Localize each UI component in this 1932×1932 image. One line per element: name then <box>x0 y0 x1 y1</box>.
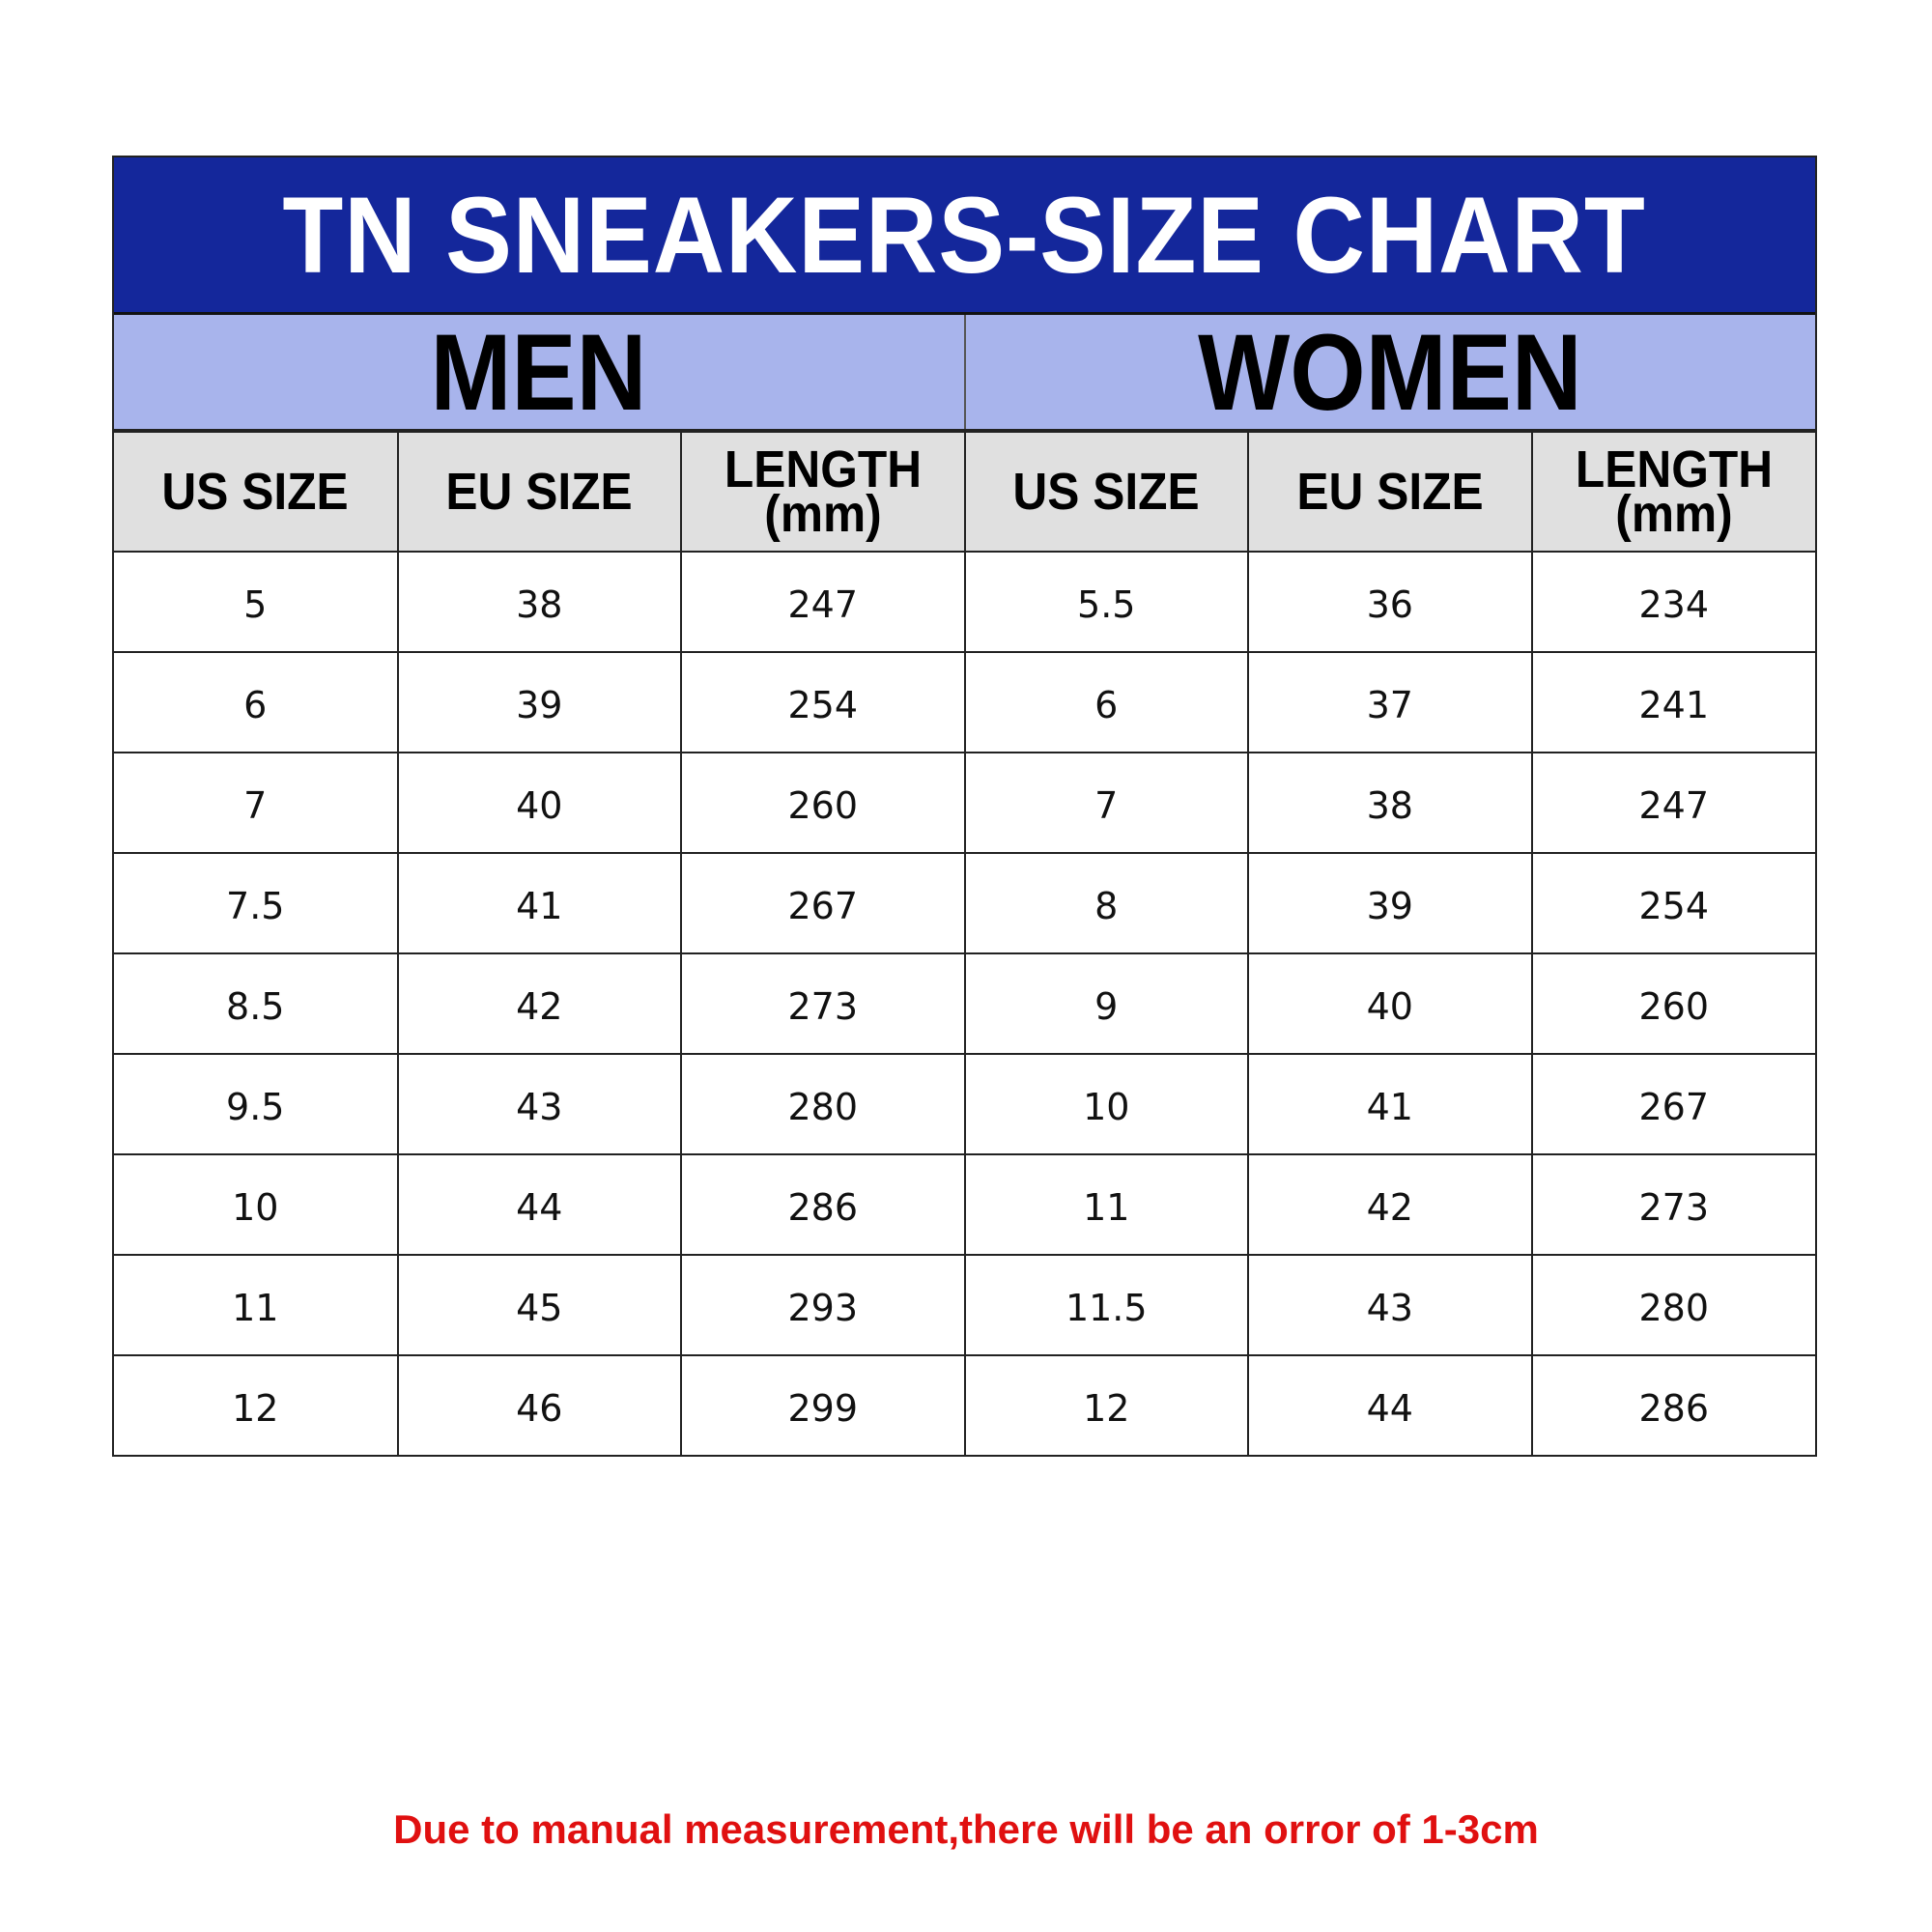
table-cell: 46 <box>396 1354 682 1455</box>
gender-groups: MEN WOMEN <box>114 311 1816 433</box>
table-cell: 38 <box>1247 752 1533 854</box>
measurement-note: Due to manual measurement,there will be … <box>393 1806 1539 1852</box>
table-cell: 36 <box>1247 551 1533 653</box>
column-header: US SIZE <box>114 433 399 553</box>
table-row: 5 38 247 5.5 36 234 <box>114 551 1815 653</box>
table-cell: 254 <box>680 651 966 753</box>
table-cell: 43 <box>396 1053 682 1155</box>
table-cell: 42 <box>1247 1153 1533 1256</box>
column-header-label: LENGTH (mm) <box>1575 440 1773 543</box>
table-cell: 260 <box>1530 952 1815 1055</box>
table-cell: 42 <box>396 952 682 1055</box>
table-cell: 267 <box>680 852 966 954</box>
table-cell: 7.5 <box>114 852 399 954</box>
table-cell: 40 <box>396 752 682 854</box>
header-line2: (mm) <box>1615 485 1733 543</box>
table-cell: 45 <box>396 1254 682 1356</box>
table-cell: 273 <box>680 952 966 1055</box>
table-cell: 39 <box>396 651 682 753</box>
table-cell: 10 <box>963 1053 1249 1155</box>
header-line1: US SIZE <box>1012 463 1200 521</box>
chart-title: TN SNEAKERS-SIZE CHART <box>114 157 1815 315</box>
table-cell: 247 <box>680 551 966 653</box>
size-table: US SIZE EU SIZE LENGTH (mm) US SIZE EU SIZE LE… <box>114 433 1815 1455</box>
table-row: 12 46 299 12 44 286 <box>114 1354 1815 1455</box>
table-cell: 44 <box>1247 1354 1533 1455</box>
table-cell: 280 <box>1530 1254 1815 1356</box>
table-cell: 241 <box>1530 651 1815 753</box>
column-header-label: US SIZE <box>1012 463 1200 521</box>
table-cell: 6 <box>963 651 1249 753</box>
header-line1: LENGTH <box>1575 440 1773 498</box>
column-header-label: LENGTH (mm) <box>724 440 922 543</box>
table-cell: 6 <box>114 651 399 753</box>
table-cell: 280 <box>680 1053 966 1155</box>
table-cell: 12 <box>963 1354 1249 1455</box>
column-header: LENGTH (mm) <box>680 433 966 553</box>
column-header: US SIZE <box>963 433 1249 553</box>
header-line2: (mm) <box>764 485 882 543</box>
table-row: 7.5 41 267 8 39 254 <box>114 852 1815 954</box>
column-header-label: EU SIZE <box>1296 463 1484 521</box>
table-cell: 38 <box>396 551 682 653</box>
table-cell: 11 <box>114 1254 399 1356</box>
table-row: 8.5 42 273 9 40 260 <box>114 952 1815 1055</box>
table-cell: 286 <box>1530 1354 1815 1455</box>
table-cell: 293 <box>680 1254 966 1356</box>
table-cell: 9.5 <box>114 1053 399 1155</box>
table-cell: 37 <box>1247 651 1533 753</box>
table-cell: 267 <box>1530 1053 1815 1155</box>
table-cell: 7 <box>963 752 1249 854</box>
table-cell: 254 <box>1530 852 1815 954</box>
table-cell: 41 <box>1247 1053 1533 1155</box>
group-women: WOMEN <box>963 312 1816 433</box>
table-row: 11 45 293 11.5 43 280 <box>114 1254 1815 1356</box>
column-header: EU SIZE <box>1247 433 1533 553</box>
table-row: 6 39 254 6 37 241 <box>114 651 1815 753</box>
table-cell: 11.5 <box>963 1254 1249 1356</box>
table-cell: 247 <box>1530 752 1815 854</box>
table-cell: 40 <box>1247 952 1533 1055</box>
table-cell: 44 <box>396 1153 682 1256</box>
table-cell: 260 <box>680 752 966 854</box>
group-men: MEN <box>430 311 647 433</box>
table-row: 10 44 286 11 42 273 <box>114 1153 1815 1256</box>
table-cell: 12 <box>114 1354 399 1455</box>
table-cell: 39 <box>1247 852 1533 954</box>
table-cell: 234 <box>1530 551 1815 653</box>
table-row: 7 40 260 7 38 247 <box>114 752 1815 854</box>
table-cell: 43 <box>1247 1254 1533 1356</box>
table-cell: 286 <box>680 1153 966 1256</box>
table-cell: 7 <box>114 752 399 854</box>
header-row: US SIZE EU SIZE LENGTH (mm) US SIZE EU SIZE LE… <box>114 433 1815 553</box>
table-cell: 299 <box>680 1354 966 1455</box>
column-header: LENGTH (mm) <box>1530 433 1815 553</box>
table-cell: 10 <box>114 1153 399 1256</box>
column-header: EU SIZE <box>396 433 682 553</box>
header-line1: US SIZE <box>161 463 349 521</box>
column-header-label: EU SIZE <box>445 463 633 521</box>
table-cell: 8.5 <box>114 952 399 1055</box>
table-cell: 11 <box>963 1153 1249 1256</box>
header-line1: EU SIZE <box>1296 463 1484 521</box>
table-cell: 41 <box>396 852 682 954</box>
table-row: 9.5 43 280 10 41 267 <box>114 1053 1815 1155</box>
table-cell: 8 <box>963 852 1249 954</box>
header-line1: LENGTH <box>724 440 922 498</box>
table-cell: 9 <box>963 952 1249 1055</box>
table-cell: 5.5 <box>963 551 1249 653</box>
table-cell: 273 <box>1530 1153 1815 1256</box>
table-cell: 5 <box>114 551 399 653</box>
column-header-label: US SIZE <box>161 463 349 521</box>
size-chart: TN SNEAKERS-SIZE CHART MEN WOMEN US SIZE… <box>112 156 1817 1457</box>
header-line1: EU SIZE <box>445 463 633 521</box>
